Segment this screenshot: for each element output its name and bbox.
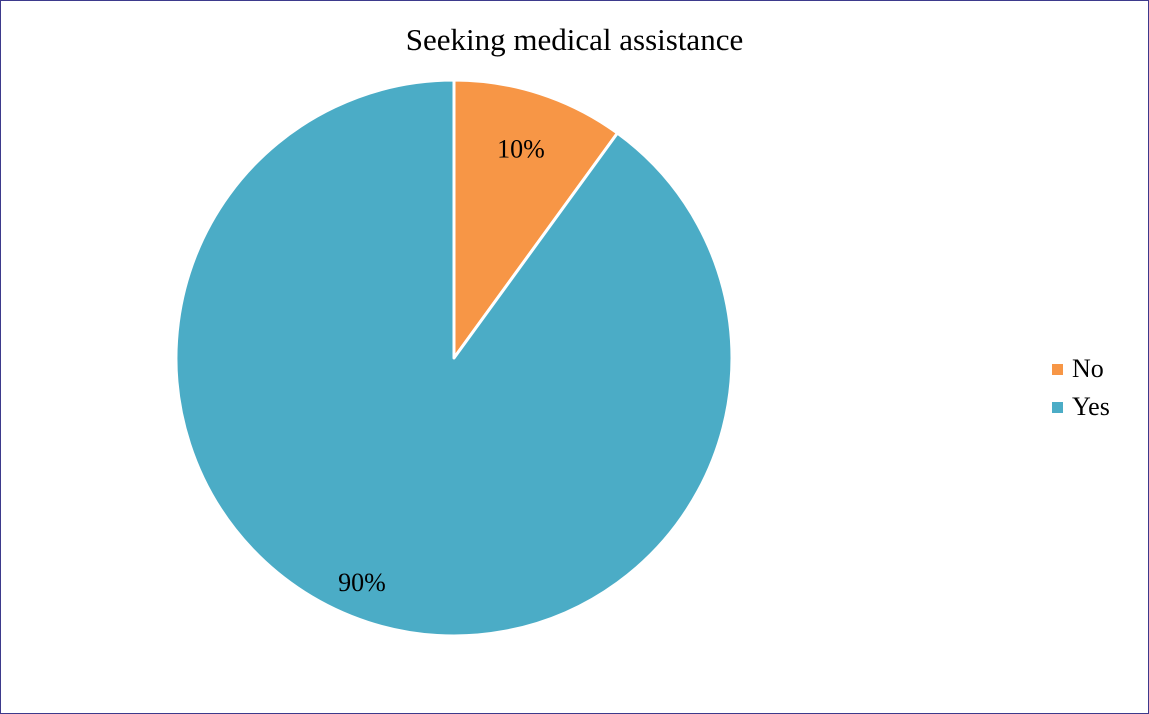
pie-slice-yes bbox=[174, 78, 734, 638]
legend-item-no: No bbox=[1052, 350, 1110, 388]
chart-title: Seeking medical assistance bbox=[405, 22, 744, 57]
legend-label-yes: Yes bbox=[1072, 392, 1110, 421]
data-label-yes: 90% bbox=[338, 568, 386, 597]
legend-item-yes: Yes bbox=[1052, 388, 1110, 426]
data-label-no: 10% bbox=[497, 135, 545, 164]
legend-swatch-yes bbox=[1052, 401, 1063, 413]
legend: No Yes bbox=[1052, 350, 1110, 426]
legend-label-no: No bbox=[1072, 354, 1104, 383]
pie-slice-no bbox=[452, 78, 619, 360]
pie-labels: 10% 90% bbox=[338, 135, 545, 597]
pie-slices bbox=[174, 78, 734, 638]
legend-swatch-no bbox=[1052, 363, 1063, 375]
